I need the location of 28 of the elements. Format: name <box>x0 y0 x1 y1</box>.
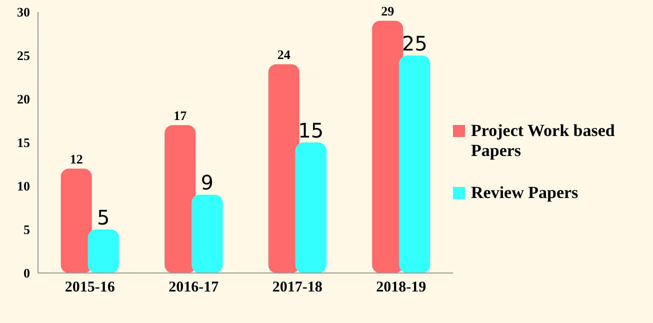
bar <box>295 142 326 273</box>
data-label: 25 <box>402 32 428 56</box>
x-tick-label: 2015-16 <box>64 280 116 296</box>
y-tick-label: 10 <box>17 178 30 194</box>
data-label: 9 <box>200 170 214 195</box>
data-label: 29 <box>381 4 395 19</box>
y-tick-label: 15 <box>17 135 30 150</box>
data-label: 17 <box>174 108 188 124</box>
data-label: 5 <box>96 206 110 230</box>
x-tick-label: 2017-18 <box>272 280 322 296</box>
bar <box>164 125 196 273</box>
y-tick-label: 0 <box>24 266 30 281</box>
y-tick-label: 20 <box>17 92 30 107</box>
legend-label: Review Papers <box>471 182 578 202</box>
bar <box>192 194 223 273</box>
legend-label: Project Work based Papers <box>471 120 616 160</box>
data-label: 12 <box>70 152 83 167</box>
bar <box>399 56 430 273</box>
bar <box>268 64 300 273</box>
data-label: 24 <box>277 47 291 62</box>
bar <box>88 230 119 273</box>
data-label: 15 <box>298 118 324 142</box>
y-tick-label: 30 <box>17 4 30 20</box>
y-tick-label: 5 <box>24 222 30 238</box>
bar <box>60 168 92 273</box>
x-tick-label: 2016-17 <box>168 280 220 296</box>
x-tick-label: 2018-19 <box>376 280 426 296</box>
y-tick-label: 25 <box>17 48 30 64</box>
